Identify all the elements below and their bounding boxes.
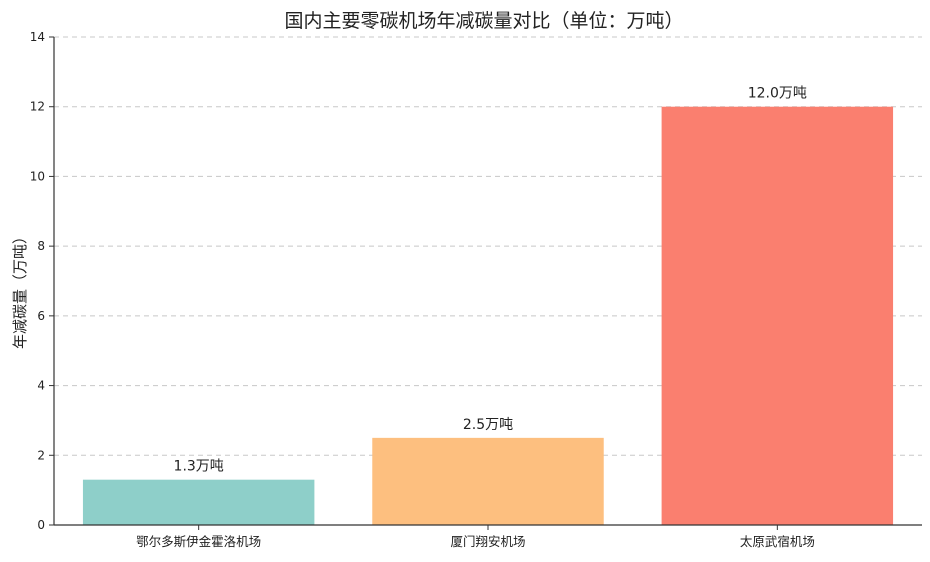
- y-tick-label: 0: [37, 518, 45, 532]
- x-tick-label: 厦门翔安机场: [450, 534, 525, 549]
- x-tick-label: 太原武宿机场: [740, 534, 815, 549]
- bar-data-label: 2.5万吨: [463, 417, 513, 433]
- y-tick-label: 4: [37, 379, 45, 393]
- chart-title: 国内主要零碳机场年减碳量对比（单位：万吨）: [284, 10, 683, 32]
- y-ticks: 0 2 4 6 8 10 12 14: [30, 30, 54, 532]
- y-tick-label: 2: [37, 448, 45, 462]
- gridlines: [54, 36, 922, 456]
- bar: [661, 106, 894, 525]
- bar: [372, 437, 604, 525]
- bar-data-label: 12.0万吨: [748, 86, 807, 102]
- y-axis-label: 年减碳量（万吨）: [11, 229, 29, 349]
- y-tick-label: 8: [37, 239, 45, 253]
- x-ticks: 鄂尔多斯伊金霍洛机场 厦门翔安机场 太原武宿机场: [136, 525, 815, 549]
- bars: [82, 106, 894, 525]
- bar: [82, 479, 315, 525]
- y-tick-label: 6: [37, 309, 45, 323]
- bar-data-label: 1.3万吨: [174, 459, 224, 475]
- y-tick-label: 14: [30, 30, 45, 44]
- y-tick-label: 12: [30, 100, 45, 114]
- data-labels: 1.3万吨 2.5万吨 12.0万吨: [174, 86, 807, 475]
- y-tick-label: 10: [30, 169, 45, 183]
- x-tick-label: 鄂尔多斯伊金霍洛机场: [136, 534, 261, 549]
